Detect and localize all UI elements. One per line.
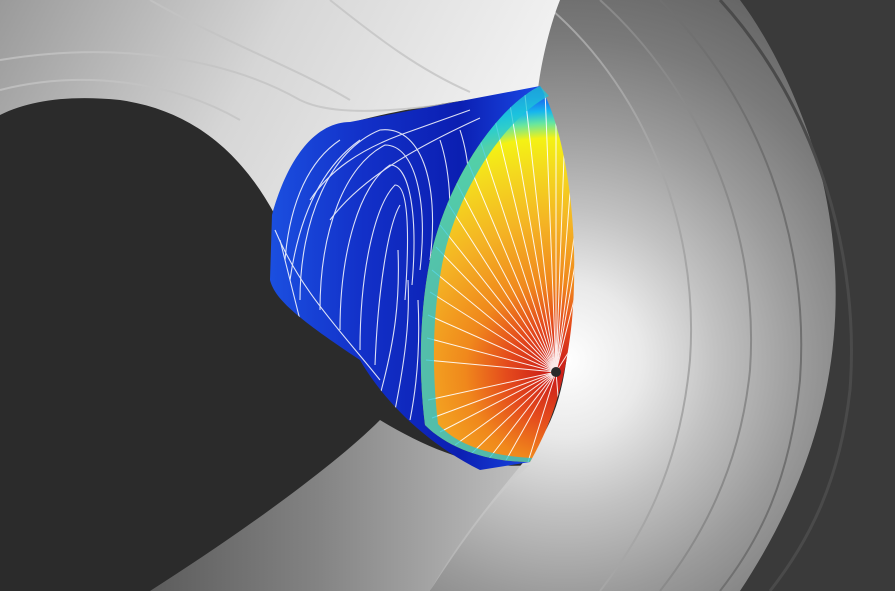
capsule-heat-shield — [420, 86, 575, 462]
bow-shock-region — [430, 0, 836, 591]
stagnation-point — [551, 367, 561, 377]
capsule-shoulder-rim — [420, 86, 549, 462]
surface-streamlines — [425, 89, 575, 462]
shock-contour-lines — [539, 0, 853, 591]
far-field-region — [740, 0, 895, 591]
capsule-backshell — [270, 86, 540, 470]
lower-wake-plume — [0, 420, 530, 591]
wake-contour-lines — [0, 0, 541, 121]
